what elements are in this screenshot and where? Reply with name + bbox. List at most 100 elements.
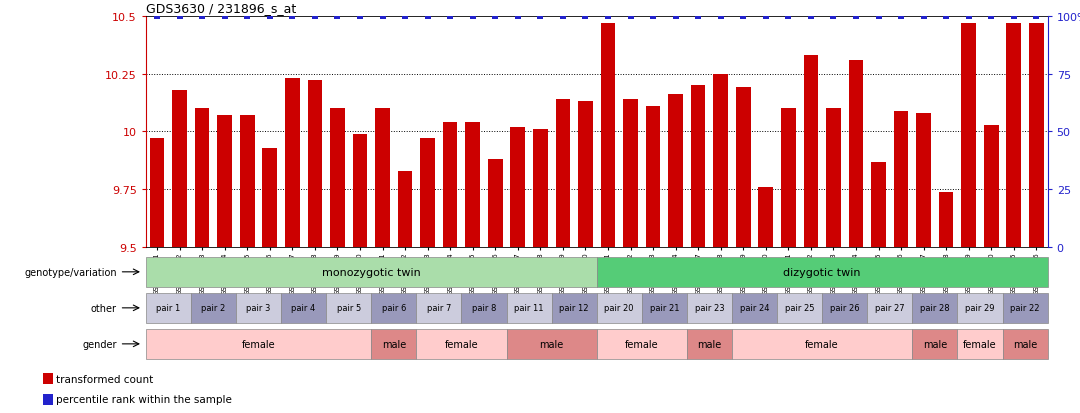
Text: male: male [540, 339, 564, 349]
Bar [240, 116, 255, 248]
Bar [375, 109, 390, 248]
Text: pair 2: pair 2 [201, 304, 226, 313]
Text: male: male [1013, 339, 1037, 349]
Bar [961, 24, 976, 248]
Text: other: other [91, 303, 117, 313]
Bar [958, 329, 1002, 359]
Bar [555, 100, 570, 248]
Bar [43, 373, 53, 385]
Text: female: female [242, 339, 275, 349]
Bar [417, 293, 461, 323]
Bar [237, 293, 281, 323]
Text: male: male [381, 339, 406, 349]
Text: monozygotic twin: monozygotic twin [322, 267, 420, 277]
Bar [420, 139, 435, 248]
Bar [804, 56, 819, 248]
Text: percentile rank within the sample: percentile rank within the sample [56, 394, 232, 404]
Bar [849, 60, 863, 248]
Bar [984, 125, 999, 248]
Bar [534, 130, 548, 248]
Bar [461, 293, 507, 323]
Bar [262, 148, 278, 248]
Bar [1002, 293, 1048, 323]
Text: pair 27: pair 27 [875, 304, 905, 313]
Bar [687, 293, 732, 323]
Text: female: female [806, 339, 839, 349]
Text: pair 25: pair 25 [785, 304, 814, 313]
Bar [714, 74, 728, 248]
Bar [511, 128, 525, 248]
Bar [958, 293, 1002, 323]
Text: GDS3630 / 231896_s_at: GDS3630 / 231896_s_at [146, 2, 296, 15]
Text: female: female [445, 339, 478, 349]
Bar [1007, 24, 1021, 248]
Text: pair 24: pair 24 [740, 304, 769, 313]
Text: pair 22: pair 22 [1010, 304, 1040, 313]
Bar [642, 293, 687, 323]
Bar [597, 257, 1048, 287]
Bar [326, 293, 372, 323]
Text: pair 6: pair 6 [381, 304, 406, 313]
Bar [687, 329, 732, 359]
Bar [330, 109, 345, 248]
Bar [691, 86, 705, 248]
Bar [443, 123, 458, 248]
Bar [507, 329, 597, 359]
Bar [281, 293, 326, 323]
Text: pair 11: pair 11 [514, 304, 544, 313]
Text: pair 5: pair 5 [337, 304, 361, 313]
Bar [488, 160, 502, 248]
Text: gender: gender [82, 339, 117, 349]
Text: pair 23: pair 23 [694, 304, 725, 313]
Bar [308, 81, 322, 248]
Bar [146, 293, 191, 323]
Bar [465, 123, 480, 248]
Bar [867, 293, 913, 323]
Bar [646, 107, 660, 248]
Bar [758, 188, 773, 248]
Text: pair 8: pair 8 [472, 304, 496, 313]
Text: male: male [922, 339, 947, 349]
Text: pair 4: pair 4 [292, 304, 315, 313]
Bar [146, 257, 597, 287]
Bar [600, 24, 616, 248]
Bar [913, 293, 958, 323]
Bar [1002, 329, 1048, 359]
Bar [872, 162, 886, 248]
Bar [43, 394, 53, 405]
Text: female: female [963, 339, 997, 349]
Bar [194, 109, 210, 248]
Text: male: male [698, 339, 721, 349]
Bar [578, 102, 593, 248]
Bar [552, 293, 597, 323]
Bar [778, 293, 822, 323]
Bar [397, 171, 413, 248]
Bar [826, 109, 840, 248]
Text: pair 21: pair 21 [649, 304, 679, 313]
Bar [417, 329, 507, 359]
Bar [623, 100, 638, 248]
Text: transformed count: transformed count [56, 374, 153, 384]
Text: pair 3: pair 3 [246, 304, 271, 313]
Text: genotype/variation: genotype/variation [24, 267, 117, 277]
Text: pair 26: pair 26 [829, 304, 860, 313]
Bar [822, 293, 867, 323]
Bar [173, 90, 187, 248]
Bar [372, 293, 417, 323]
Text: pair 7: pair 7 [427, 304, 451, 313]
Bar [285, 79, 299, 248]
Bar [597, 293, 642, 323]
Bar [150, 139, 164, 248]
Text: dizygotic twin: dizygotic twin [783, 267, 861, 277]
Bar [669, 95, 683, 248]
Bar [146, 329, 372, 359]
Bar [191, 293, 237, 323]
Bar [894, 112, 908, 248]
Bar [916, 114, 931, 248]
Text: pair 1: pair 1 [157, 304, 180, 313]
Bar [372, 329, 417, 359]
Bar [735, 88, 751, 248]
Bar [732, 293, 778, 323]
Bar [1029, 24, 1043, 248]
Bar [913, 329, 958, 359]
